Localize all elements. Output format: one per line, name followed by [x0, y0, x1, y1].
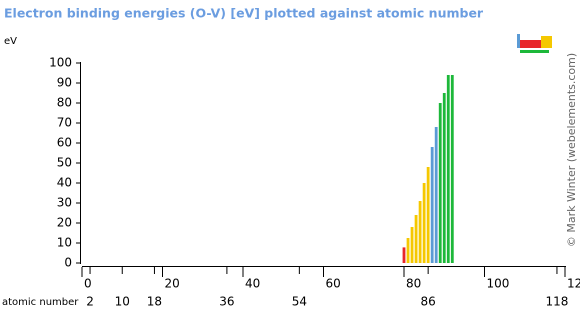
x-tick-label: 100	[487, 277, 510, 291]
y-tick-label: 60	[57, 136, 72, 150]
y-tick-label: 20	[57, 216, 72, 230]
x-tick-label-secondary: 36	[219, 295, 234, 309]
x-tick-label-secondary: 18	[147, 295, 162, 309]
y-tick-label: 100	[49, 56, 72, 70]
bar	[402, 247, 406, 263]
x-tick-label: 120	[567, 277, 580, 291]
bar	[438, 103, 442, 263]
y-tick-label: 90	[57, 76, 72, 90]
x-tick-label: 60	[326, 277, 341, 291]
bar	[434, 127, 438, 263]
bar	[422, 183, 426, 263]
bar	[418, 201, 422, 263]
y-axis-label: eV	[4, 36, 17, 47]
x-tick-label: 40	[245, 277, 260, 291]
y-tick-label: 50	[57, 156, 72, 170]
bar	[442, 93, 446, 263]
x-tick-label: 20	[165, 277, 180, 291]
bar	[406, 238, 410, 263]
bar	[426, 167, 430, 263]
y-tick-label: 70	[57, 116, 72, 130]
y-tick-label: 80	[57, 96, 72, 110]
x-tick-label-secondary: 10	[115, 295, 130, 309]
x-tick-label-secondary: 54	[292, 295, 307, 309]
bar	[450, 75, 454, 263]
y-tick-label: 10	[57, 236, 72, 250]
x-tick-label-secondary: 86	[421, 295, 436, 309]
chart-title: Electron binding energies (O-V) [eV] plo…	[4, 6, 484, 21]
bar	[446, 75, 450, 263]
bar	[430, 147, 434, 263]
periodic-table-icon	[517, 34, 552, 53]
y-tick-label: 0	[64, 256, 72, 270]
bar	[410, 227, 414, 263]
y-tick-label: 40	[57, 176, 72, 190]
y-tick-label: 30	[57, 196, 72, 210]
x-tick-label: 0	[84, 277, 92, 291]
x-tick-label-secondary: 2	[86, 295, 94, 309]
x-tick-label-secondary: 118	[545, 295, 568, 309]
x-tick-label: 80	[406, 277, 421, 291]
credit: © Mark Winter (webelements.com)	[565, 53, 578, 247]
x-axis-label: atomic number	[2, 297, 79, 308]
bar	[414, 215, 418, 263]
